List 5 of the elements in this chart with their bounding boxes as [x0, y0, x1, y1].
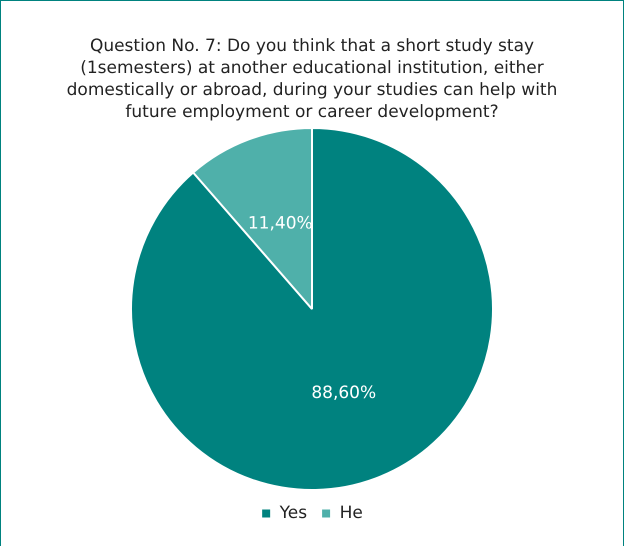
legend-label: He [340, 502, 363, 523]
data-label: 11,40% [248, 214, 313, 234]
data-label: 88,60% [311, 383, 376, 404]
chart-title: Question No. 7: Do you think that a short study stay (1semesters) at another educational institution, either domestically or abroad, during your studies can help with future employment or career development? [66, 35, 558, 122]
legend-label: Yes [278, 502, 308, 523]
